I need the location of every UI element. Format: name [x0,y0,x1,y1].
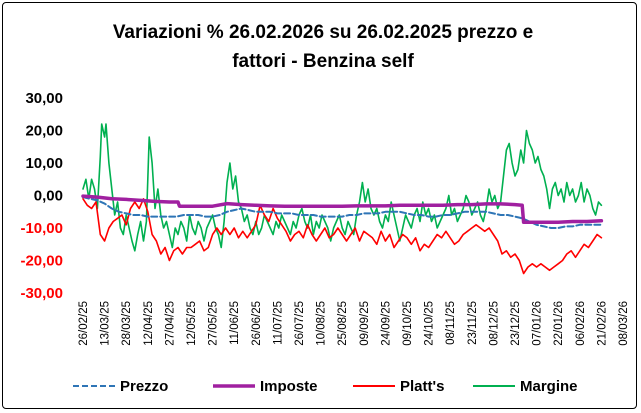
series-line-prezzo [82,196,603,229]
x-tick-label: 12/04/25 [143,301,155,346]
legend-label-platt-s: Platt's [400,378,444,395]
y-axis-ticks: 30,00 20,00 10,00 0,00 -10,00 -20,00 -30,00 [20,90,63,302]
x-tick-label: 08/12/25 [488,301,500,346]
x-tick-label: 27/04/25 [164,301,176,346]
y-tick-label: 30,00 [25,90,63,107]
x-tick-label: 08/11/25 [445,301,457,345]
x-tick-label: 27/05/25 [208,301,220,346]
legend: Prezzo Imposte Platt's Margine [73,378,578,395]
chart-svg: Variazioni % 26.02.2026 su 26.02.2025 pr… [20,22,630,395]
x-tick-label: 28/03/25 [121,301,133,346]
x-tick-label: 08/03/26 [618,301,630,346]
chart-frame: Variazioni % 26.02.2026 su 26.02.2025 pr… [2,2,637,409]
x-axis-ticks: 26/02/25 13/03/25 28/03/25 12/04/25 27/04/25… [78,301,630,346]
legend-label-imposte: Imposte [260,378,318,395]
legend-label-prezzo: Prezzo [120,378,168,395]
y-tick-label: 0,00 [34,188,63,205]
x-tick-label: 26/06/25 [251,301,263,346]
y-tick-label: -30,00 [20,285,63,302]
x-tick-label: 22/01/26 [553,301,565,346]
x-tick-label: 11/06/25 [229,301,241,345]
series-line-margine [82,123,603,252]
x-tick-label: 23/11/25 [467,301,479,345]
x-tick-label: 13/03/25 [100,301,112,346]
y-tick-label: -20,00 [20,253,63,270]
legend-label-margine: Margine [520,378,578,395]
x-tick-label: 09/10/25 [402,301,414,346]
x-tick-label: 24/09/25 [380,301,392,346]
x-tick-label: 07/01/26 [532,301,544,346]
x-tick-label: 10/08/25 [316,301,328,346]
chart-title-line-1: Variazioni % 26.02.2026 su 26.02.2025 pr… [113,22,533,43]
x-tick-label: 26/02/25 [78,301,90,346]
series-line-platt-s [82,198,603,275]
series-line-imposte [81,194,604,224]
x-tick-label: 24/10/25 [424,301,436,346]
x-tick-label: 26/07/25 [294,301,306,346]
x-tick-label: 21/02/26 [596,301,608,346]
x-tick-label: 11/07/25 [272,301,284,345]
x-tick-label: 23/12/25 [510,301,522,346]
x-tick-label: 06/02/26 [575,301,587,346]
chart-title-line-2: fattori - Benzina self [232,51,414,72]
plot-area [81,123,604,275]
y-tick-label: -10,00 [20,220,63,237]
x-tick-label: 25/08/25 [337,301,349,346]
x-tick-label: 12/05/25 [186,301,198,346]
x-tick-label: 09/09/25 [359,301,371,346]
y-tick-label: 10,00 [25,155,63,172]
y-tick-label: 20,00 [25,123,63,140]
